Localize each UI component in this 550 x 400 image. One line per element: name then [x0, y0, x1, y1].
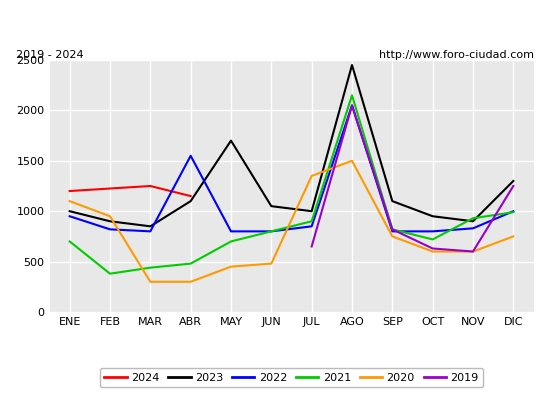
Text: Evolucion Nº Turistas Nacionales en el municipio de Agudo: Evolucion Nº Turistas Nacionales en el m…	[24, 16, 526, 32]
Text: http://www.foro-ciudad.com: http://www.foro-ciudad.com	[379, 50, 534, 60]
Legend: 2024, 2023, 2022, 2021, 2020, 2019: 2024, 2023, 2022, 2021, 2020, 2019	[100, 368, 483, 387]
Text: 2019 - 2024: 2019 - 2024	[16, 50, 84, 60]
